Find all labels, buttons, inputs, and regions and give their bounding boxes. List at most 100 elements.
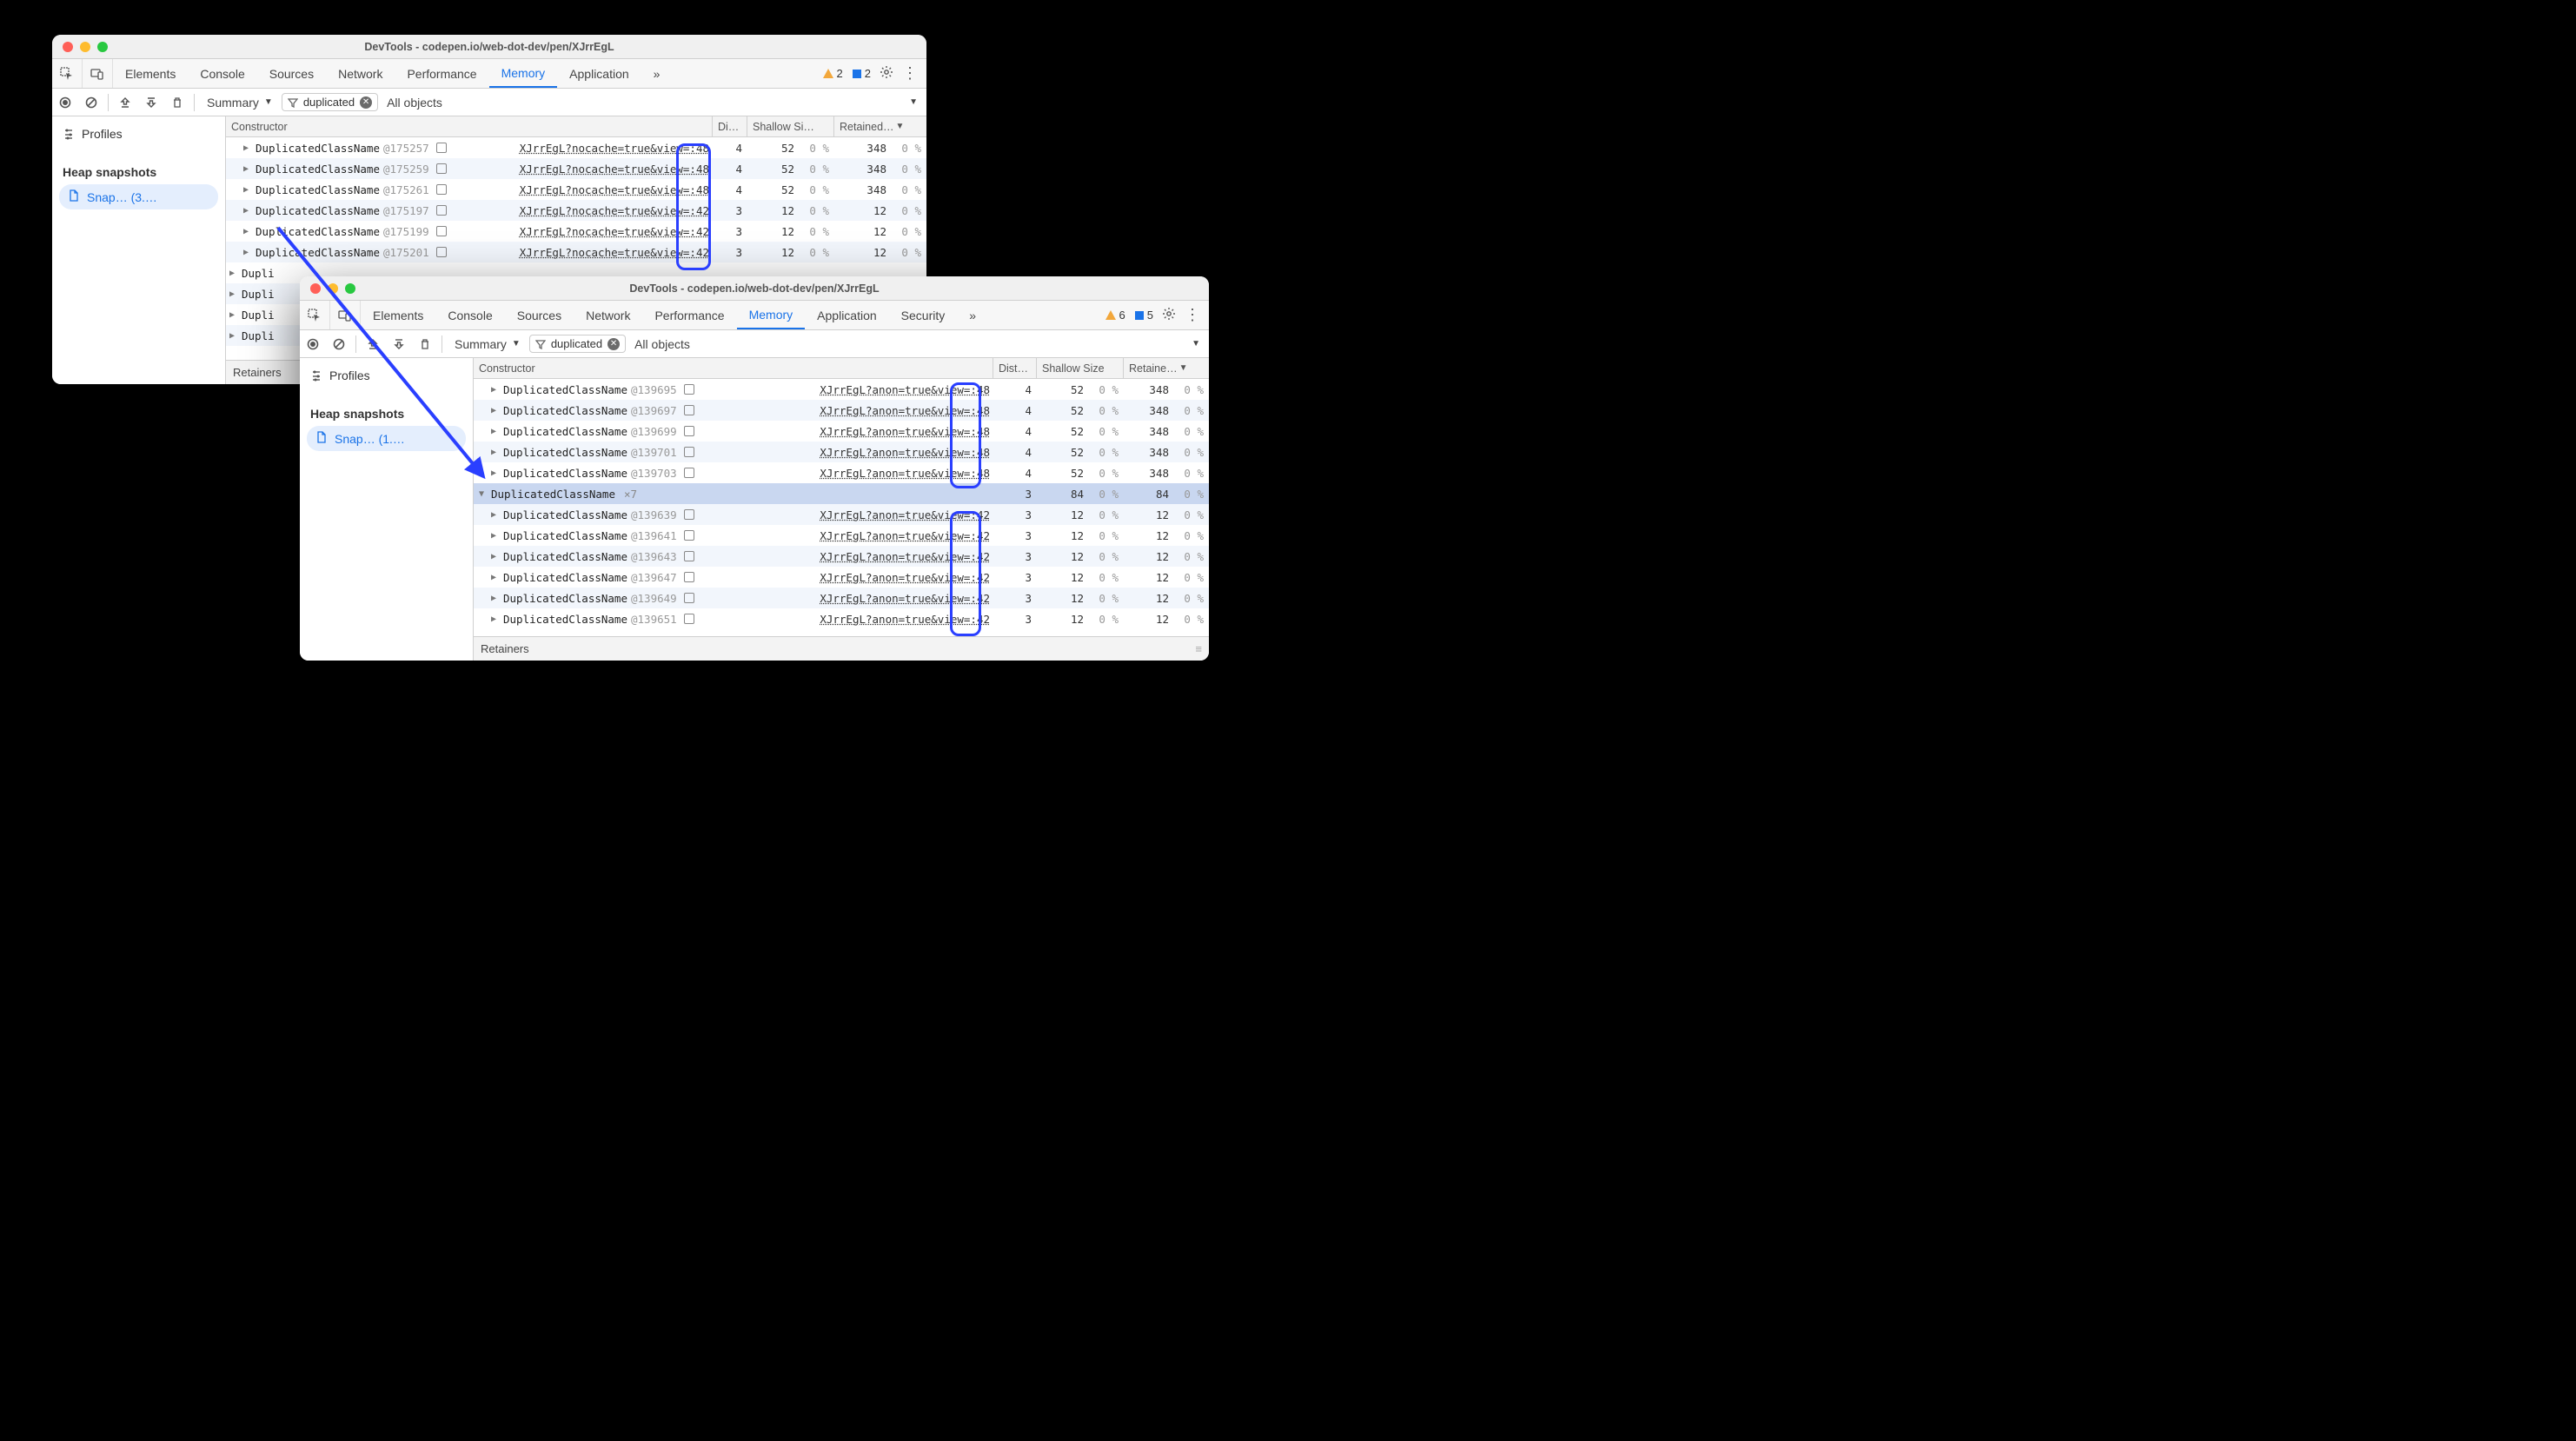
source-link[interactable]: XJrrEgL?anon=true&view=:48 bbox=[820, 446, 993, 459]
tab-application[interactable]: Application bbox=[805, 301, 889, 329]
source-link[interactable]: XJrrEgL?anon=true&view=:42 bbox=[820, 508, 993, 521]
table-row[interactable]: ▶DuplicatedClassName @139699XJrrEgL?anon… bbox=[474, 421, 1209, 442]
object-icon[interactable] bbox=[684, 530, 694, 541]
table-row[interactable]: ▶DuplicatedClassName @139695XJrrEgL?anon… bbox=[474, 379, 1209, 400]
table-row[interactable]: ▶DuplicatedClassName @139651XJrrEgL?anon… bbox=[474, 608, 1209, 629]
source-link[interactable]: XJrrEgL?anon=true&view=:42 bbox=[820, 529, 993, 542]
object-filter-dropdown[interactable]: All objects▼ bbox=[378, 96, 926, 110]
expand-icon[interactable]: ▶ bbox=[243, 185, 252, 195]
object-icon[interactable] bbox=[436, 226, 447, 236]
expand-icon[interactable]: ▶ bbox=[243, 206, 252, 216]
tab-network[interactable]: Network bbox=[574, 301, 642, 329]
expand-icon[interactable]: ▶ bbox=[491, 573, 500, 582]
sidebar-profiles-header[interactable]: Profiles bbox=[300, 363, 473, 388]
tab-elements[interactable]: Elements bbox=[113, 59, 188, 88]
col-distance[interactable]: Di… bbox=[713, 116, 747, 136]
expand-icon[interactable]: ▶ bbox=[491, 427, 500, 436]
object-icon[interactable] bbox=[684, 468, 694, 478]
device-toggle-icon[interactable] bbox=[83, 59, 113, 88]
export-button[interactable] bbox=[386, 330, 412, 358]
export-button[interactable] bbox=[138, 89, 164, 116]
expand-icon[interactable]: ▶ bbox=[491, 448, 500, 457]
warnings-badge[interactable]: 6 bbox=[1105, 309, 1125, 322]
table-row[interactable]: ▶DuplicatedClassName @175201XJrrEgL?noca… bbox=[226, 242, 926, 262]
table-row[interactable]: ▶DuplicatedClassName @139647XJrrEgL?anon… bbox=[474, 567, 1209, 588]
import-button[interactable] bbox=[112, 89, 138, 116]
expand-icon[interactable]: ▶ bbox=[243, 143, 252, 153]
table-row[interactable]: ▶DuplicatedClassName @139697XJrrEgL?anon… bbox=[474, 400, 1209, 421]
table-row[interactable]: ▶DuplicatedClassName @175197XJrrEgL?noca… bbox=[226, 200, 926, 221]
object-icon[interactable] bbox=[436, 247, 447, 257]
retainers-menu-icon[interactable]: ≡ bbox=[1195, 642, 1202, 655]
source-link[interactable]: XJrrEgL?nocache=true&view=:42 bbox=[520, 246, 713, 259]
object-icon[interactable] bbox=[436, 143, 447, 153]
sidebar-snapshot-item[interactable]: Snap… (1.… bbox=[307, 426, 466, 451]
clear-button[interactable] bbox=[326, 330, 352, 358]
delete-button[interactable] bbox=[164, 89, 190, 116]
source-link[interactable]: XJrrEgL?nocache=true&view=:42 bbox=[520, 225, 713, 238]
col-retained[interactable]: Retained…▼ bbox=[834, 116, 926, 136]
tab-network[interactable]: Network bbox=[326, 59, 395, 88]
table-row[interactable]: ▶DuplicatedClassName @139649XJrrEgL?anon… bbox=[474, 588, 1209, 608]
table-row[interactable]: ▶DuplicatedClassName @139643XJrrEgL?anon… bbox=[474, 546, 1209, 567]
expand-icon[interactable]: ▶ bbox=[491, 614, 500, 624]
issues-badge[interactable]: 5 bbox=[1134, 309, 1153, 322]
warnings-badge[interactable]: 2 bbox=[822, 67, 843, 80]
col-distance[interactable]: Dist… bbox=[993, 358, 1037, 378]
traffic-lights[interactable] bbox=[300, 283, 355, 294]
source-link[interactable]: XJrrEgL?nocache=true&view=:48 bbox=[520, 142, 713, 155]
import-button[interactable] bbox=[360, 330, 386, 358]
expand-icon[interactable]: ▶ bbox=[243, 164, 252, 174]
kebab-menu-icon[interactable]: ⋮ bbox=[902, 64, 918, 83]
table-row-expanded[interactable]: ▼DuplicatedClassName×73840 %840 % bbox=[474, 483, 1209, 504]
col-constructor[interactable]: Constructor bbox=[474, 358, 993, 378]
tab-elements[interactable]: Elements bbox=[361, 301, 435, 329]
view-dropdown[interactable]: Summary▼ bbox=[198, 96, 282, 110]
table-row[interactable]: ▶DuplicatedClassName @175261XJrrEgL?noca… bbox=[226, 179, 926, 200]
expand-icon[interactable]: ▶ bbox=[243, 227, 252, 236]
object-icon[interactable] bbox=[684, 384, 694, 395]
tab-memory[interactable]: Memory bbox=[737, 301, 806, 329]
table-row[interactable]: ▶DuplicatedClassName @139701XJrrEgL?anon… bbox=[474, 442, 1209, 462]
collapse-icon[interactable]: ▼ bbox=[479, 489, 488, 499]
inspect-icon[interactable] bbox=[300, 301, 330, 329]
col-shallow[interactable]: Shallow Size bbox=[1037, 358, 1124, 378]
object-icon[interactable] bbox=[436, 184, 447, 195]
traffic-r[interactable] bbox=[310, 283, 321, 294]
expand-icon[interactable]: ▶ bbox=[491, 406, 500, 415]
tab-console[interactable]: Console bbox=[435, 301, 504, 329]
object-icon[interactable] bbox=[684, 593, 694, 603]
tab-console[interactable]: Console bbox=[188, 59, 256, 88]
source-link[interactable]: XJrrEgL?anon=true&view=:48 bbox=[820, 383, 993, 396]
sidebar-snapshot-item[interactable]: Snap… (3.… bbox=[59, 184, 218, 209]
inspect-icon[interactable] bbox=[52, 59, 83, 88]
tab-memory[interactable]: Memory bbox=[489, 59, 558, 88]
record-button[interactable] bbox=[300, 330, 326, 358]
traffic-r[interactable] bbox=[63, 42, 73, 52]
expand-icon[interactable]: ▶ bbox=[491, 552, 500, 561]
tab-application[interactable]: Application bbox=[557, 59, 641, 88]
source-link[interactable]: XJrrEgL?anon=true&view=:48 bbox=[820, 404, 993, 417]
source-link[interactable]: XJrrEgL?nocache=true&view=:42 bbox=[520, 204, 713, 217]
col-shallow[interactable]: Shallow Si… bbox=[747, 116, 834, 136]
object-icon[interactable] bbox=[684, 509, 694, 520]
object-filter-dropdown[interactable]: All objects▼ bbox=[626, 337, 1209, 351]
tabs-overflow-icon[interactable]: » bbox=[641, 59, 673, 88]
object-icon[interactable] bbox=[684, 405, 694, 415]
issues-badge[interactable]: 2 bbox=[852, 67, 871, 80]
source-link[interactable]: XJrrEgL?anon=true&view=:48 bbox=[820, 425, 993, 438]
class-filter-input[interactable]: duplicated✕ bbox=[282, 93, 378, 111]
object-icon[interactable] bbox=[436, 205, 447, 216]
object-icon[interactable] bbox=[684, 551, 694, 561]
clear-filter-icon[interactable]: ✕ bbox=[360, 96, 372, 109]
source-link[interactable]: XJrrEgL?anon=true&view=:42 bbox=[820, 592, 993, 605]
record-button[interactable] bbox=[52, 89, 78, 116]
object-icon[interactable] bbox=[436, 163, 447, 174]
tabs-overflow-icon[interactable]: » bbox=[957, 301, 988, 329]
object-icon[interactable] bbox=[684, 572, 694, 582]
expand-icon[interactable]: ▶ bbox=[491, 510, 500, 520]
view-dropdown[interactable]: Summary▼ bbox=[446, 337, 529, 351]
clear-button[interactable] bbox=[78, 89, 104, 116]
clear-filter-icon[interactable]: ✕ bbox=[607, 338, 620, 350]
col-constructor[interactable]: Constructor bbox=[226, 116, 713, 136]
